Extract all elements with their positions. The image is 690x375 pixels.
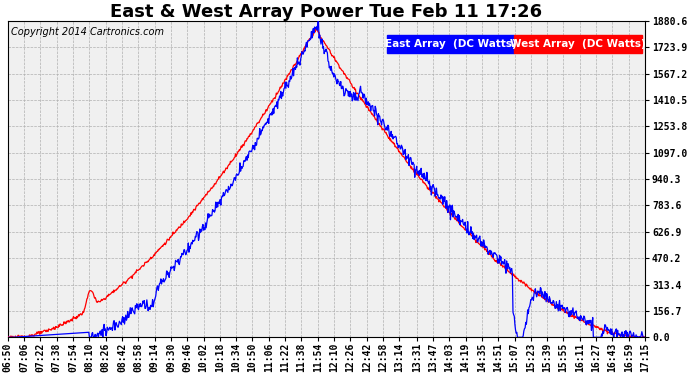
- Text: Copyright 2014 Cartronics.com: Copyright 2014 Cartronics.com: [11, 27, 164, 37]
- Bar: [514, 35, 642, 52]
- Text: East Array  (DC Watts): East Array (DC Watts): [385, 39, 517, 49]
- Bar: [387, 35, 514, 52]
- Text: West Array  (DC Watts): West Array (DC Watts): [510, 39, 646, 49]
- Title: East & West Array Power Tue Feb 11 17:26: East & West Array Power Tue Feb 11 17:26: [110, 3, 542, 21]
